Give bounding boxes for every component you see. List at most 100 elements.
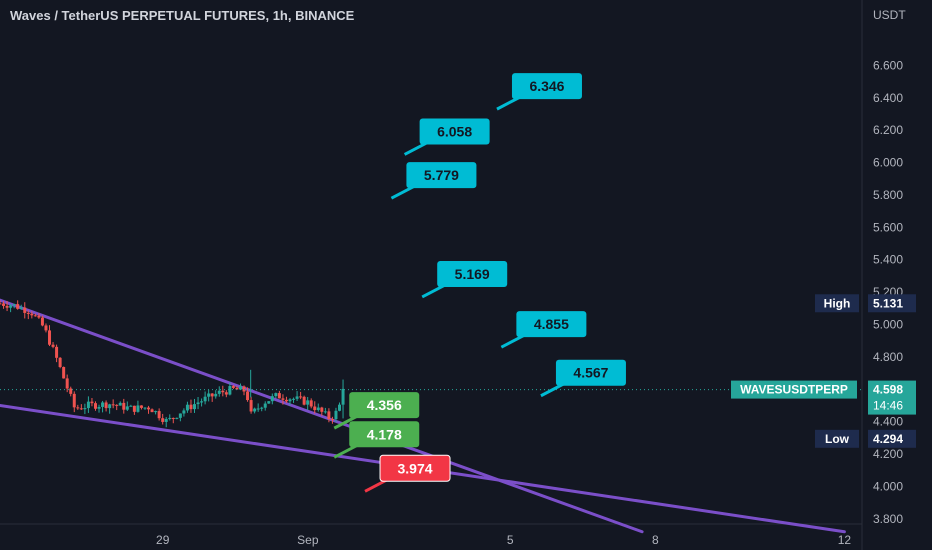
- candle-body: [203, 396, 207, 402]
- low-value-badge: [868, 429, 916, 448]
- candle-body: [164, 418, 168, 422]
- annotation-label: 6.346: [529, 78, 564, 94]
- candle-body: [200, 401, 204, 403]
- time-tick-label: 12: [838, 533, 852, 547]
- candle-body: [51, 344, 55, 347]
- candle-body: [309, 400, 313, 407]
- low-label: Low: [825, 432, 850, 446]
- candle-body: [48, 330, 52, 345]
- annotation-label-box: [379, 454, 451, 482]
- candle-body: [125, 406, 129, 410]
- annotation-label-box: [349, 392, 420, 419]
- candle-body: [58, 357, 62, 368]
- candle-body: [83, 408, 87, 410]
- candle-body: [86, 401, 90, 409]
- candle-body: [323, 411, 327, 413]
- candle-body: [196, 402, 200, 405]
- candle-body: [214, 393, 218, 397]
- candle-body: [0, 303, 2, 305]
- candle-body: [79, 408, 83, 410]
- annotation-label-box: [437, 260, 508, 287]
- candle-body: [101, 402, 105, 407]
- candle-body: [327, 411, 331, 420]
- candle-body: [256, 408, 260, 410]
- time-tick-label: 5: [507, 533, 514, 547]
- candle-body: [292, 398, 296, 400]
- candle-body: [108, 404, 112, 409]
- candle-body: [231, 386, 235, 388]
- chart-title: Waves / TetherUS PERPETUAL FUTURES, 1h, …: [10, 8, 355, 23]
- candle-body: [288, 399, 292, 402]
- low-badge: [815, 429, 859, 448]
- price-tick-label: 6.600: [873, 58, 903, 72]
- annotation-label: 5.169: [455, 266, 490, 282]
- candle-body: [161, 418, 165, 422]
- price-tick-label: 4.000: [873, 479, 903, 493]
- candle-body: [2, 303, 6, 306]
- candle-body: [277, 393, 281, 399]
- candle-body: [242, 386, 246, 392]
- trendline-descending-resistance: [0, 298, 644, 534]
- annotation-label: 5.779: [424, 167, 459, 183]
- candle-body: [132, 405, 136, 412]
- candle-body: [30, 313, 34, 316]
- candle-body: [175, 417, 179, 419]
- candle-body: [104, 402, 108, 409]
- price-tick-label: 6.000: [873, 156, 903, 170]
- price-tick-label: 4.400: [873, 415, 903, 429]
- high-badge: [815, 294, 859, 313]
- low-value: 4.294: [873, 432, 903, 446]
- annotation-label-box: [511, 73, 582, 100]
- annotation-label: 4.567: [573, 365, 608, 381]
- candle-body: [33, 315, 37, 317]
- candle-body: [235, 387, 239, 390]
- candle-body: [150, 409, 154, 413]
- candle-body: [19, 307, 23, 309]
- candle-body: [93, 403, 97, 409]
- candle-body: [168, 417, 172, 419]
- candle-body: [65, 378, 69, 389]
- candle-body: [260, 407, 264, 409]
- candle-body: [270, 396, 274, 402]
- candle-body: [316, 407, 320, 411]
- candle-body: [210, 393, 214, 397]
- candle-body: [139, 405, 143, 408]
- annotation-label-box: [419, 118, 490, 145]
- candle-body: [5, 305, 9, 308]
- candle-body: [12, 304, 16, 306]
- candle-body: [16, 304, 20, 309]
- price-tick-label: 5.000: [873, 317, 903, 331]
- annotation-label-box: [555, 359, 626, 386]
- last-price-badge: [868, 380, 916, 415]
- candle-body: [90, 401, 94, 404]
- candle-body: [147, 407, 151, 410]
- candle-body: [23, 307, 27, 313]
- candle-body: [143, 407, 147, 409]
- candle-body: [185, 404, 189, 411]
- candle-body: [37, 315, 41, 318]
- candle-body: [154, 411, 158, 413]
- candle-body: [295, 396, 299, 399]
- candle-body: [299, 396, 303, 398]
- candle-body: [274, 393, 278, 397]
- candle-body: [136, 405, 140, 412]
- candle-body: [111, 404, 115, 406]
- candle-body: [217, 390, 221, 394]
- time-tick-label: 8: [652, 533, 659, 547]
- annotation-label: 4.178: [367, 426, 402, 442]
- candle-body: [157, 411, 161, 419]
- candle-body: [246, 391, 250, 401]
- candle-body: [171, 417, 175, 419]
- price-tick-label: 5.400: [873, 253, 903, 267]
- candle-body: [267, 401, 271, 404]
- candle-body: [9, 305, 13, 308]
- annotation-label: 3.974: [398, 460, 433, 476]
- candle-body: [189, 404, 193, 410]
- last-price-value: 4.598: [873, 383, 903, 397]
- symbol-label: WAVESUSDTPERP: [740, 383, 848, 397]
- price-tick-label: 4.200: [873, 447, 903, 461]
- annotation-label: 4.356: [367, 397, 402, 413]
- candle-body: [249, 400, 253, 412]
- candle-body: [118, 402, 122, 406]
